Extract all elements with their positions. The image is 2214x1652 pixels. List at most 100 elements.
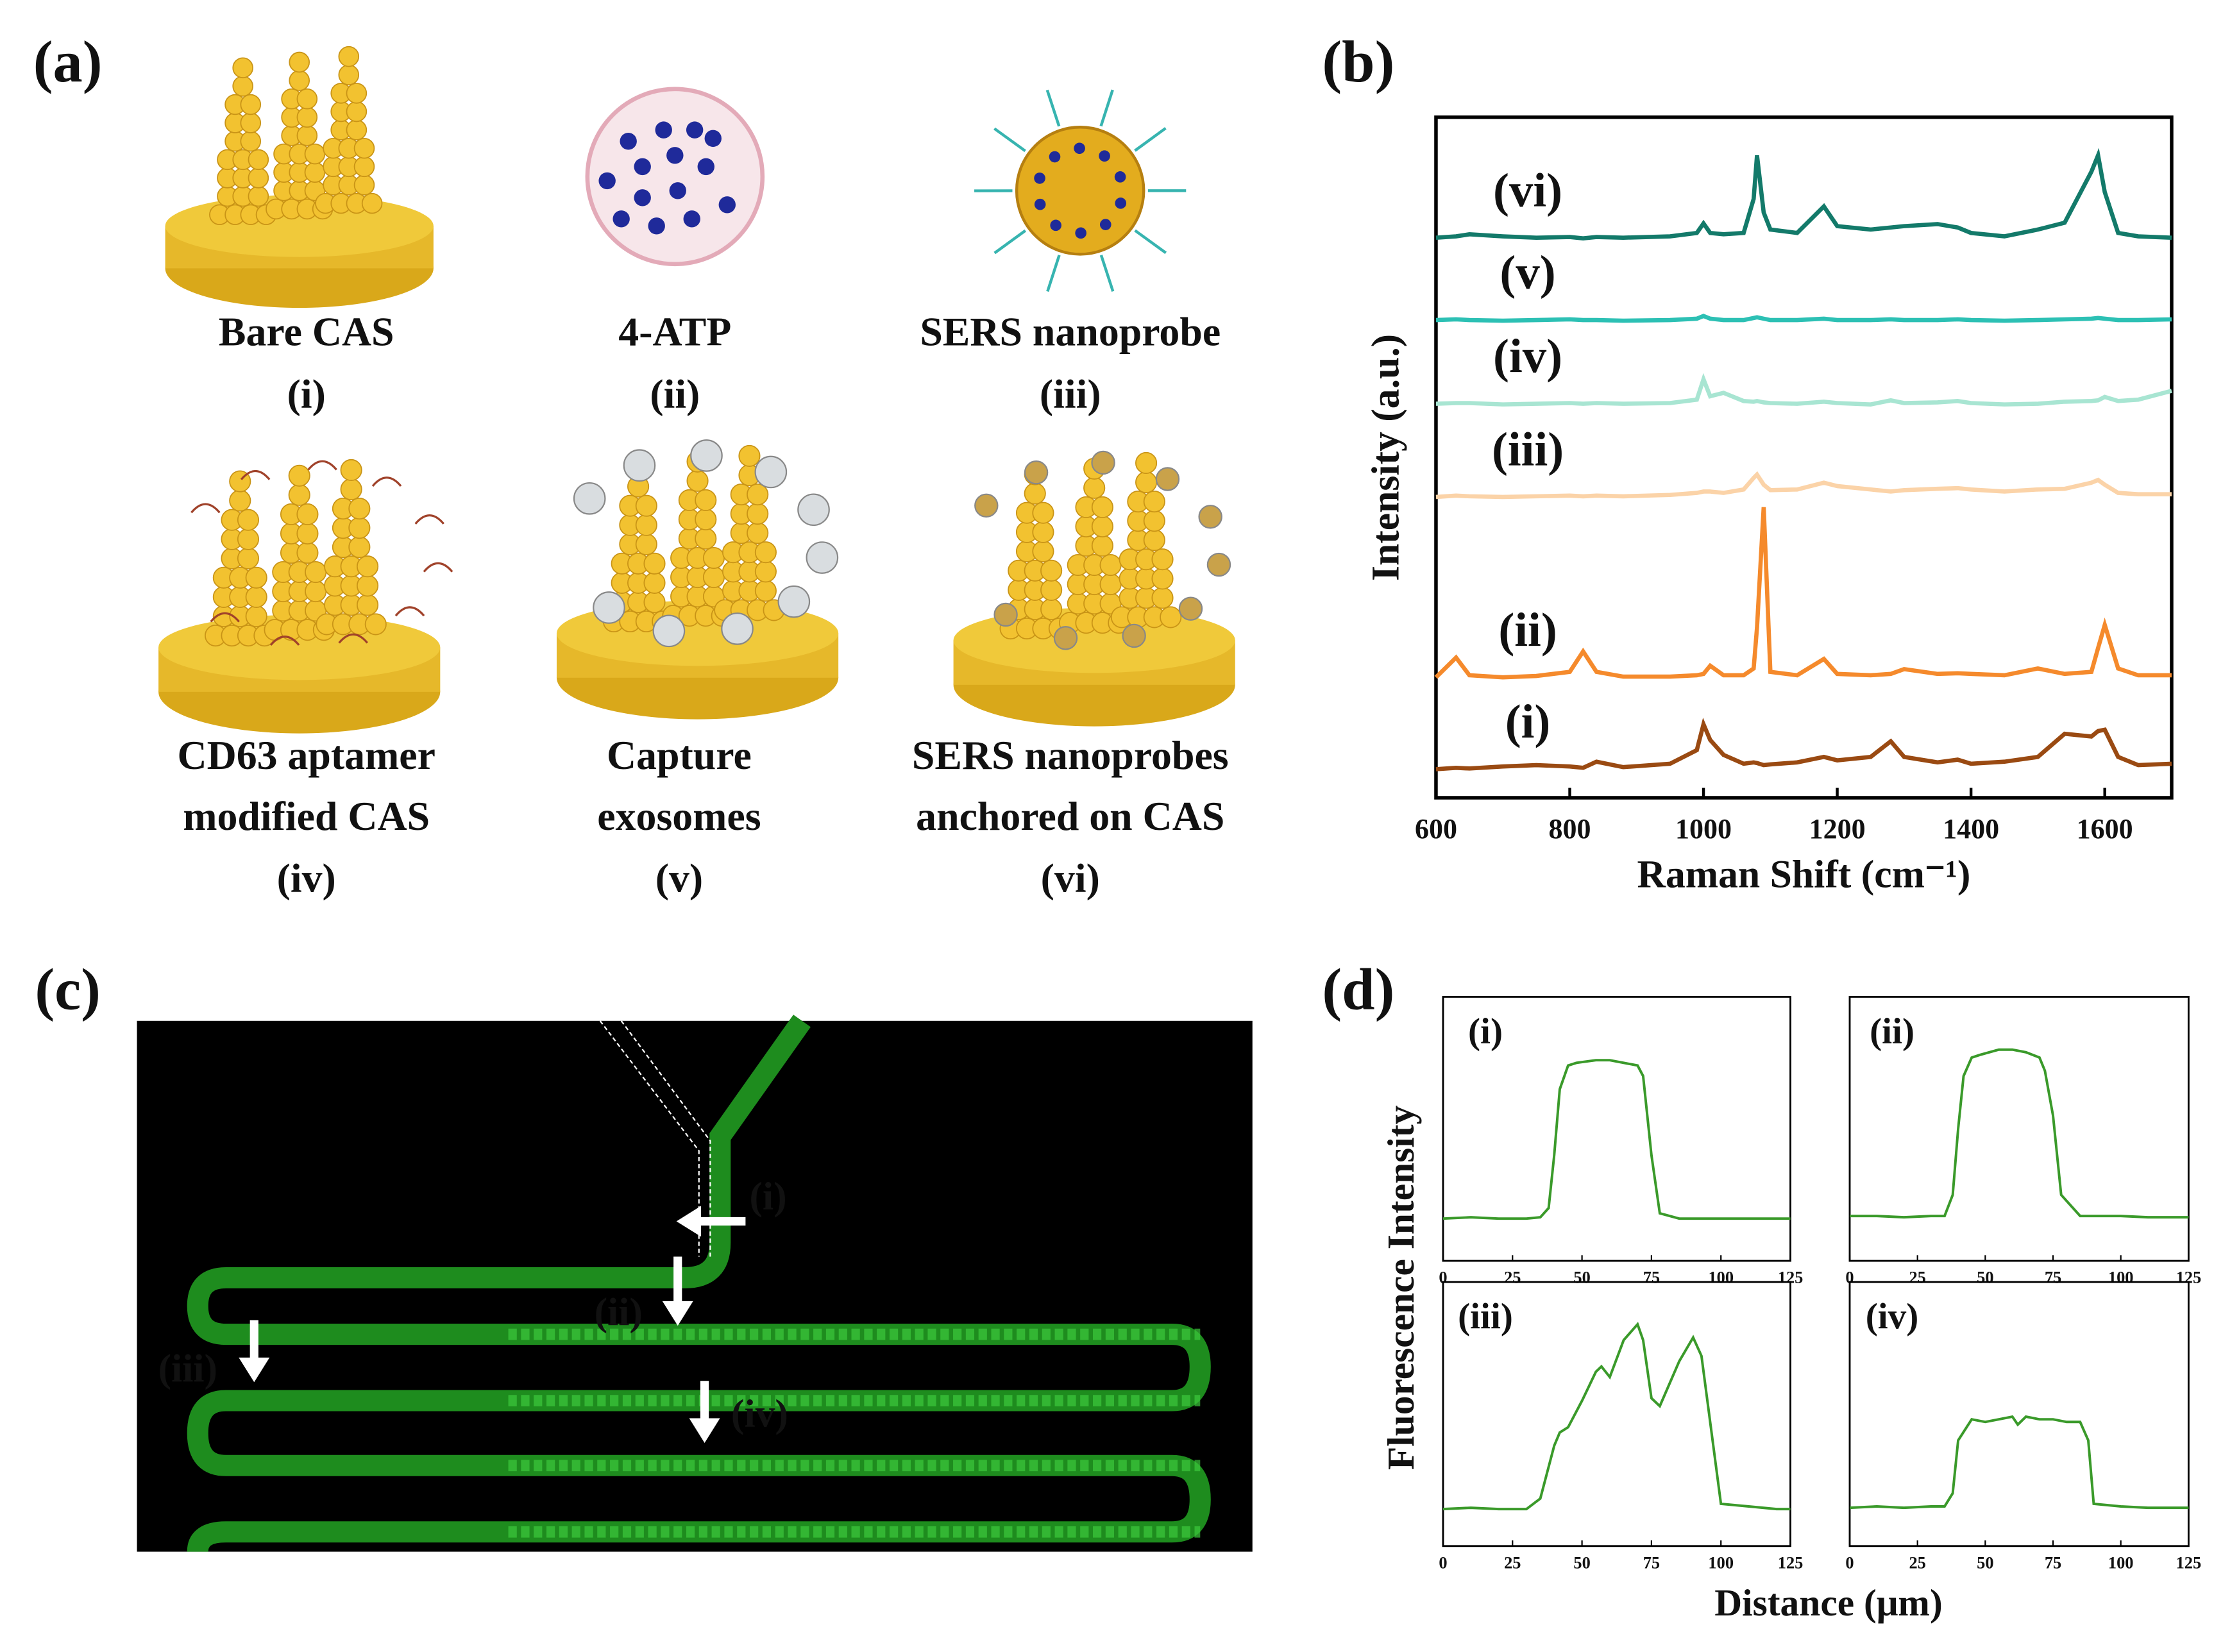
dna-strand [1099, 255, 1115, 292]
series-label: (v) [1500, 246, 1555, 299]
molecule [1099, 219, 1111, 230]
series-line [1434, 507, 2172, 680]
exosome [797, 493, 830, 527]
nanoparticle [635, 494, 657, 517]
aptamer [269, 636, 300, 646]
image-label: (ii) [595, 1290, 643, 1334]
aptamer [190, 503, 221, 514]
item-name: CD63 aptamer [178, 732, 435, 778]
x-tick-label: 50 [1977, 1553, 1993, 1572]
item-label: (i) [287, 371, 326, 417]
exosome [806, 541, 839, 574]
molecule [620, 133, 637, 150]
x-tick-label: 25 [1504, 1553, 1521, 1572]
nanoparticle [1091, 534, 1113, 557]
nanoparticle [305, 580, 327, 603]
nanoparticle [695, 527, 717, 550]
nanoparticle [348, 536, 371, 559]
nanoparticle [1032, 521, 1054, 543]
nanoparticle [1160, 606, 1182, 628]
nanoparticle [237, 547, 260, 569]
molecule [655, 121, 672, 139]
nanoparticle [289, 70, 310, 91]
nanoparticle [1151, 548, 1174, 571]
molecule [1034, 173, 1045, 184]
y-axis-label: Intensity (a.u.) [1364, 334, 1407, 581]
x-tick-label: 100 [2108, 1268, 2134, 1287]
nanoparticle [1032, 501, 1054, 524]
nanoparticle [289, 51, 310, 73]
dna-strand [1045, 89, 1061, 127]
nanoparticle [1135, 471, 1158, 494]
item-name: anchored on CAS [916, 793, 1224, 839]
dna-strand [993, 127, 1026, 153]
nanoparticle [340, 459, 362, 482]
chart-title: (iii) [1458, 1297, 1513, 1337]
series-line [1442, 1322, 1791, 1511]
nanoparticle [240, 130, 262, 152]
nanoparticle [747, 522, 769, 544]
aptamer [371, 476, 402, 487]
item-label: (iv) [277, 856, 336, 901]
image-labels: (i) (ii) (iii) (iv) [158, 1175, 788, 1436]
nanoparticle [1143, 529, 1165, 552]
nanoparticle [747, 503, 769, 525]
nanoparticle [288, 484, 310, 506]
x-tick-label: 125 [1778, 1553, 1804, 1572]
molecule [1034, 198, 1046, 210]
nanoprobe [1091, 450, 1115, 475]
molecule [1115, 198, 1127, 209]
nanoparticle [1151, 568, 1174, 590]
molecule [683, 210, 700, 228]
nanoparticle [288, 464, 310, 487]
nanoparticle [1143, 491, 1165, 513]
x-tick-label: 100 [1708, 1553, 1734, 1572]
nanoprobe [1122, 623, 1146, 648]
nanoparticle [296, 522, 319, 545]
nanoparticle [229, 489, 251, 512]
nanoparticle [353, 156, 375, 178]
series-line [1435, 148, 2172, 241]
nanoparticle [348, 517, 371, 539]
arrows [239, 1206, 746, 1443]
panel-label: (a) [33, 29, 103, 94]
nanoparticle [305, 560, 327, 584]
nanoparticle [635, 514, 657, 536]
dna-strand [1134, 127, 1167, 152]
series-line [1849, 1415, 2189, 1510]
molecule [1050, 219, 1061, 232]
nanoparticle [754, 560, 777, 583]
nanoprobe [1198, 505, 1222, 529]
nanoparticle [248, 185, 269, 207]
plot-frame [1848, 995, 2190, 1262]
molecule [1099, 150, 1110, 162]
aptamer [240, 469, 271, 480]
x-tick-label: 50 [1977, 1268, 1993, 1287]
x-tick-label: 0 [1845, 1553, 1854, 1572]
x-tick-label: 100 [1708, 1268, 1734, 1287]
nanoparticle [296, 503, 319, 525]
nanoparticle [1032, 540, 1054, 562]
exosome [652, 614, 686, 648]
panel-label: (c) [35, 956, 101, 1022]
series-label: (i) [1505, 696, 1551, 749]
molecule [686, 121, 704, 139]
nanoparticle [237, 509, 260, 531]
item-name: Bare CAS [219, 309, 394, 355]
image-label: (iii) [158, 1347, 217, 1390]
exosome [593, 591, 625, 624]
nanoparticle [1091, 515, 1113, 538]
molecule [1074, 142, 1085, 155]
item-name: SERS nanoprobes [912, 732, 1229, 778]
nanoparticle [356, 575, 379, 597]
item-name: exosomes [597, 793, 761, 839]
nanoparticle [240, 94, 262, 115]
item-label: (v) [655, 856, 703, 901]
nanoparticle [346, 101, 368, 122]
aptamer [414, 514, 444, 525]
exosome [573, 482, 606, 515]
x-tick-label: 25 [1504, 1268, 1521, 1287]
series-line [1435, 373, 2172, 407]
nanoprobe [974, 493, 999, 518]
